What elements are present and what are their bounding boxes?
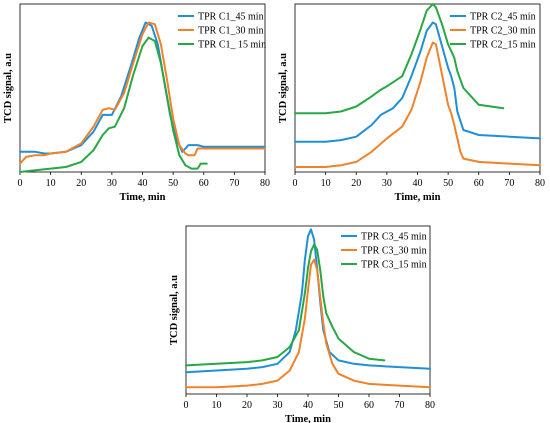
series-line-1 — [294, 21, 541, 143]
y-axis-label: TCD signal, a.u — [169, 275, 180, 345]
x-tick-label: 80 — [535, 178, 545, 189]
x-tick-label: 60 — [364, 400, 374, 411]
x-tick-label: 0 — [18, 178, 23, 189]
y-axis-label: TCD signal, a.u — [278, 53, 289, 123]
x-tick-label: 20 — [351, 178, 361, 189]
x-tick-label: 0 — [184, 400, 189, 411]
x-tick-label: 80 — [425, 400, 435, 411]
x-tick-label: 50 — [168, 178, 178, 189]
x-tick-label: 30 — [273, 400, 283, 411]
series-line-3 — [294, 3, 505, 115]
x-tick-label: 10 — [212, 400, 222, 411]
series-line-2 — [19, 21, 266, 165]
x-tick-label: 40 — [303, 400, 313, 411]
chart-3: 0 10 20 30 40 50 60 70 80 Time, min TCD signal, a.… — [169, 225, 435, 423]
series-line-3 — [185, 243, 386, 367]
series-line-2 — [294, 41, 541, 168]
x-tick-label: 70 — [504, 178, 514, 189]
x-tick-label: 60 — [199, 178, 209, 189]
x-tick-label: 80 — [260, 178, 270, 189]
series-line-1 — [185, 228, 431, 374]
y-axis-label: TCD signal, a.u — [3, 53, 14, 123]
legend-label-3: TPR C2_15 min — [470, 40, 536, 51]
x-tick-label: 20 — [242, 400, 252, 411]
x-tick-label: 40 — [138, 178, 148, 189]
legend-label-2: TPR C2_30 min — [470, 26, 536, 37]
legend-label-3: TPR C3_15 min — [361, 260, 427, 271]
legend-label-1: TPR C1_45 min — [198, 12, 264, 23]
x-tick-label: 10 — [321, 178, 331, 189]
chart-2: 0 10 20 30 40 50 60 70 80 Time, min TCD signal, a.… — [278, 3, 545, 203]
series-line-3 — [19, 36, 208, 173]
series-line-2 — [185, 258, 431, 389]
x-tick-label: 50 — [443, 178, 453, 189]
x-axis-label: Time, min — [285, 414, 331, 423]
legend-label-2: TPR C3_30 min — [361, 246, 427, 257]
legend-label-1: TPR C2_45 min — [470, 12, 536, 23]
x-tick-label: 70 — [395, 400, 405, 411]
legend-label-1: TPR C3_45 min — [361, 232, 427, 243]
x-tick-label: 60 — [474, 178, 484, 189]
x-axis-label: Time, min — [120, 192, 166, 203]
x-tick-label: 30 — [107, 178, 117, 189]
x-tick-label: 20 — [76, 178, 86, 189]
x-tick-label: 0 — [293, 178, 298, 189]
x-tick-label: 70 — [229, 178, 239, 189]
x-tick-label: 50 — [334, 400, 344, 411]
legend-label-3: TPR C1_ 15 min — [198, 40, 266, 51]
x-tick-label: 30 — [382, 178, 392, 189]
x-tick-label: 40 — [413, 178, 423, 189]
x-tick-label: 10 — [46, 178, 56, 189]
chart-1: 0 10 20 30 40 50 60 70 80 Time, min TCD signal, a.… — [3, 3, 270, 203]
legend-label-2: TPR C1_30 min — [198, 26, 264, 37]
x-axis-label: Time, min — [395, 192, 441, 203]
